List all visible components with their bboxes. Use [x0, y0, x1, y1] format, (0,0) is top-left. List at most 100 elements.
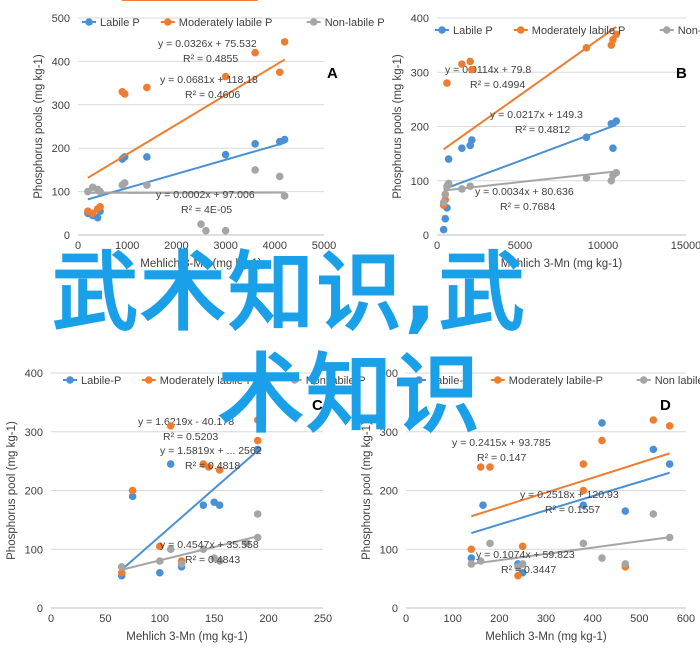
panel-a-legend-swatch-marker	[164, 18, 172, 26]
panel-b-moderate-point	[468, 65, 476, 74]
panel-b-y-tick-label: 400	[411, 13, 429, 25]
panel-a-labile-trendline	[87, 141, 285, 201]
panel-d-labile-point	[598, 419, 606, 427]
panel-d-labile-trendline	[471, 471, 670, 534]
panel-c-legend-swatch-marker	[145, 376, 153, 384]
panel-c-labile-point	[166, 460, 175, 468]
panel-c-moderate-point	[166, 422, 175, 430]
panel-a-labile-point	[280, 135, 289, 144]
panel-b-y-tick-label: 0	[423, 230, 429, 242]
panel-b-labile-trendline	[443, 123, 617, 191]
panel-c-labile-point	[128, 492, 137, 501]
panel-b-moderate-trendline	[443, 26, 617, 151]
panel-d-moderate-point	[598, 436, 606, 445]
panel-d-x-tick-label: 0	[403, 613, 409, 625]
panel-a-x-tick-label: 5000	[312, 240, 336, 252]
panel-b-panel-label: B	[676, 65, 687, 82]
panel-b-x-tick-label: 0	[434, 240, 440, 252]
panel-d-x-tick-label: 300	[537, 613, 555, 625]
panel-b-labile-point	[609, 144, 617, 152]
panel-d-moderate-point	[486, 463, 494, 471]
panel-c-nonlabile-trendline	[121, 535, 258, 571]
panel-a-labile-point	[251, 140, 259, 148]
panel-b-labile-point	[439, 225, 448, 234]
panel-b-nonlabile-equation-label: y = 0.0034x + 80.636	[475, 186, 574, 198]
panel-b-legend-label: Non-labile P	[678, 25, 700, 37]
panel-d-legend-swatch-marker	[639, 376, 648, 384]
panel-a-legend-label: Moderately labile P	[179, 17, 273, 29]
watermark-line-2: 术知识	[218, 345, 482, 445]
panel-a-nonlabile-point	[197, 220, 205, 228]
panel-c-moderate-point	[156, 542, 164, 551]
panel-d-moderate-point	[514, 571, 522, 580]
panel-a-nonlabile-point	[96, 187, 104, 196]
panel-d-labile-point	[665, 460, 674, 468]
panel-c-labile-point	[215, 501, 224, 509]
panel-b-legend-label: Moderately labile P	[532, 25, 626, 37]
panel-c-legend-label: Non labile-P	[306, 375, 366, 387]
panel-d-labile-equation-label: y = 0.2415x + 93.785	[452, 437, 551, 449]
panel-a-y-tick-label: 200	[52, 143, 70, 155]
panel-b-nonlabile-r2-label: R² = 0.7684	[500, 201, 555, 213]
panel-d-labile-point	[467, 554, 476, 562]
panel-c-nonlabile-point	[253, 510, 262, 518]
panel-d-nonlabile-point	[486, 539, 494, 548]
panel-a-legend-swatch-marker	[309, 18, 318, 26]
panel-a-moderate-r2-label: R² = 0.4606	[185, 89, 240, 101]
panel-b-x-axis-title: Mehlich 3-Mn (mg kg-1)	[501, 258, 623, 270]
panel-a-moderate-point	[280, 38, 289, 46]
panel-d-nonlabile-trendline	[471, 536, 670, 566]
panel-b-moderate-point	[609, 35, 617, 44]
watermark-line-1: 武术知识,武	[52, 243, 527, 343]
panel-d-nonlabile-point	[621, 560, 630, 568]
panel-c-moderate-point	[215, 466, 224, 474]
panel-d-y-axis-title: Phosphorus pool (mg kg-1)	[361, 421, 373, 560]
panel-b-labile-point	[612, 117, 621, 125]
panel-d-labile-point	[649, 445, 658, 454]
panel-c-y-axis-title: Phosphorus pool (mg kg-1)	[6, 421, 18, 560]
panel-d-y-tick-label: 300	[380, 427, 398, 439]
panel-c-moderate-equation-label: y = 1.5819x + ... 2562	[160, 445, 262, 457]
panel-c-moderate-point	[128, 486, 137, 495]
panel-a-legend-swatch-marker	[85, 18, 93, 26]
panel-d-nonlabile-r2-label: R² = 0.3447	[501, 564, 556, 576]
panel-b-moderate-point	[443, 79, 451, 87]
panel-d-labile-r2-label: R² = 0.147	[477, 452, 526, 464]
panel-d-y-tick-label: 200	[380, 486, 398, 498]
panel-a-nonlabile-point	[280, 192, 289, 200]
panel-a-moderate-point	[251, 48, 259, 57]
panel-c-x-axis-title: Mehlich 3-Mn (mg kg-1)	[126, 631, 248, 643]
panel-b-nonlabile-point	[444, 179, 453, 188]
panel-c-moderate-point	[253, 436, 262, 445]
panel-d-x-tick-label: 200	[490, 613, 508, 625]
panel-c-legend-swatch-marker	[66, 376, 74, 384]
panel-d-moderate-point	[649, 416, 658, 424]
panel-b-labile-point	[444, 155, 453, 163]
panel-a-legend-label: Non-labile P	[325, 17, 385, 29]
panel-b-nonlabile-trendline	[443, 170, 617, 192]
panel-a-y-tick-label: 500	[52, 13, 70, 25]
panel-d-nonlabile-point	[518, 560, 527, 568]
panel-a-moderate-trendline	[87, 58, 286, 179]
panel-c-nonlabile-equation-label: y = 0.4547x + 35.558	[160, 539, 259, 551]
panel-d-labile-point	[479, 501, 487, 509]
panel-a-moderate-point	[275, 68, 284, 77]
panel-c-x-tick-label: 200	[259, 613, 277, 625]
panel-c-x-tick-label: 50	[99, 613, 111, 625]
panel-a-nonlabile-point	[143, 181, 151, 189]
panel-c-moderate-point	[204, 463, 213, 471]
panel-b-legend-swatch-marker	[662, 26, 671, 34]
panel-b-labile-equation-label: y = 0.0114x + 79.8	[445, 64, 531, 76]
panel-d-nonlabile-point	[579, 539, 588, 548]
panel-c-nonlabile-r2-label: R² = 0.4843	[185, 554, 240, 566]
panel-c-x-tick-label: 150	[205, 613, 223, 625]
panel-d-panel-label: D	[660, 397, 671, 414]
panel-d-x-tick-label: 500	[630, 613, 648, 625]
panel-a-panel-label: A	[327, 65, 338, 82]
panel-c-y-tick-label: 200	[25, 486, 43, 498]
panel-c-labile-point	[199, 501, 208, 509]
panel-c-y-tick-label: 300	[25, 427, 43, 439]
panel-a-x-tick-label: 3000	[213, 240, 237, 252]
panel-a-x-tick-label: 0	[75, 240, 81, 252]
panel-c-nonlabile-point	[166, 545, 175, 554]
